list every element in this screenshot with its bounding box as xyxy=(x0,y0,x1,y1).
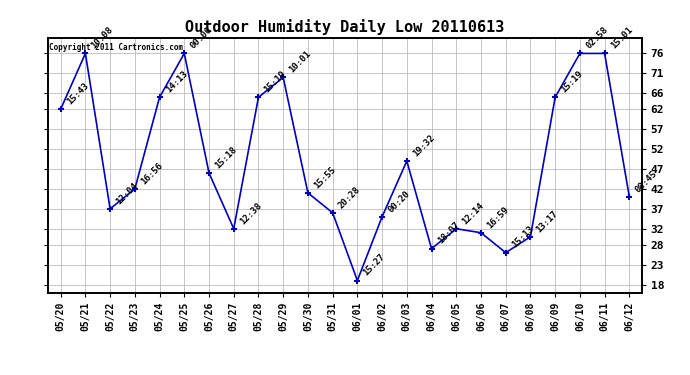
Text: 15:19: 15:19 xyxy=(560,69,584,94)
Text: 15:13: 15:13 xyxy=(510,225,535,250)
Text: 15:27: 15:27 xyxy=(362,252,387,278)
Text: 10:01: 10:01 xyxy=(287,49,313,75)
Text: 19:32: 19:32 xyxy=(411,133,436,158)
Text: 02:58: 02:58 xyxy=(584,25,609,51)
Text: 13:17: 13:17 xyxy=(535,209,560,234)
Text: 00:20: 00:20 xyxy=(386,189,412,214)
Text: 12:14: 12:14 xyxy=(460,201,486,226)
Text: 15:19: 15:19 xyxy=(263,69,288,94)
Text: 15:43: 15:43 xyxy=(65,81,90,106)
Text: 15:18: 15:18 xyxy=(213,145,239,170)
Text: 12:38: 12:38 xyxy=(238,201,264,226)
Text: 18:07: 18:07 xyxy=(435,220,461,246)
Text: 14:13: 14:13 xyxy=(164,69,189,94)
Text: 16:59: 16:59 xyxy=(485,205,511,230)
Title: Outdoor Humidity Daily Low 20110613: Outdoor Humidity Daily Low 20110613 xyxy=(186,19,504,35)
Text: 10:08: 10:08 xyxy=(90,25,115,51)
Text: 15:55: 15:55 xyxy=(312,165,337,190)
Text: Copyright 2011 Cartronics.com: Copyright 2011 Cartronics.com xyxy=(50,43,184,52)
Text: 12:04: 12:04 xyxy=(115,181,139,206)
Text: 08:45: 08:45 xyxy=(633,169,659,194)
Text: 15:01: 15:01 xyxy=(609,25,634,51)
Text: 00:00: 00:00 xyxy=(188,25,214,51)
Text: 16:56: 16:56 xyxy=(139,161,164,186)
Text: 20:28: 20:28 xyxy=(337,184,362,210)
